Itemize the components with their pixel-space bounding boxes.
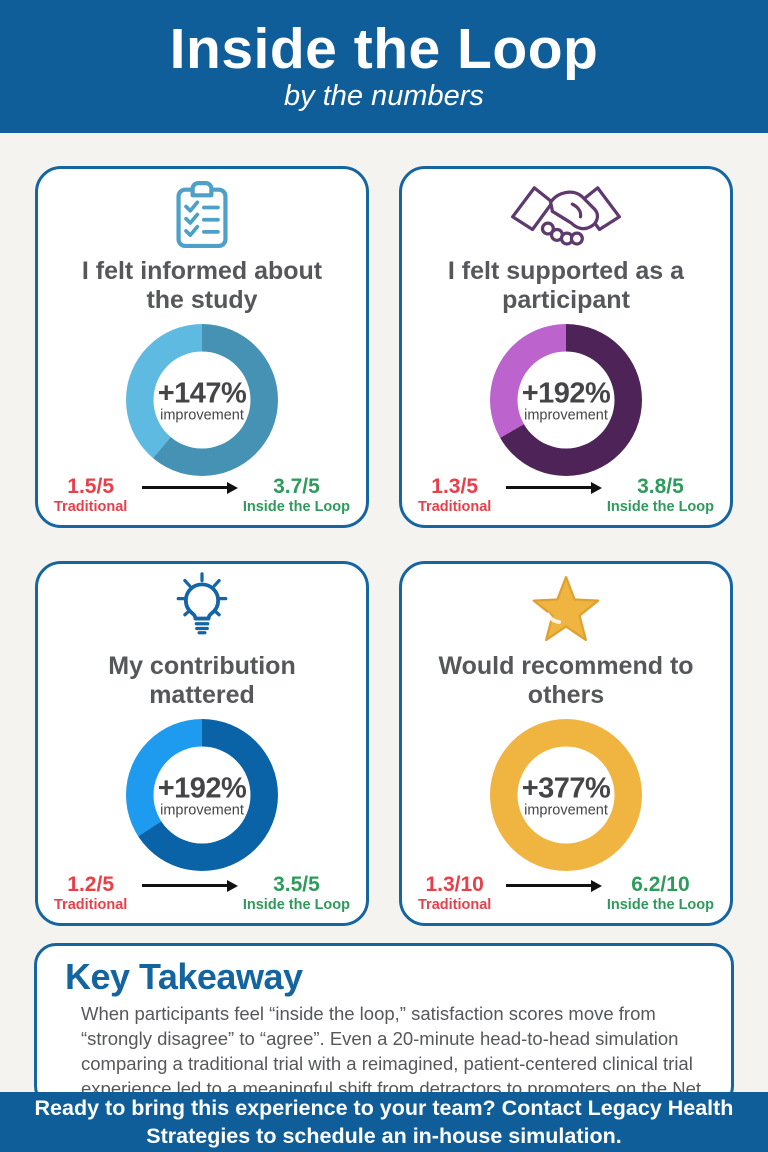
- score-comparison-row: 1.3/5 Traditional 3.8/5 Inside the Loop: [402, 475, 730, 515]
- lightbulb-icon: [171, 570, 233, 650]
- card-would-recommend: Would recommend to others +377% improvem…: [399, 561, 733, 926]
- inside-the-loop-score: 6.2/10 Inside the Loop: [606, 873, 714, 913]
- key-takeaway-heading: Key Takeaway: [65, 956, 303, 997]
- donut-chart-informed: +147% improvement: [126, 324, 278, 476]
- page-title: Inside the Loop: [169, 16, 599, 81]
- donut-center-label: +147% improvement: [153, 351, 251, 449]
- card-title: I felt informed about the study: [81, 257, 323, 314]
- improvement-percent: +192%: [521, 377, 611, 409]
- handshake-icon: [505, 175, 627, 255]
- inside-the-loop-score: 3.8/5 Inside the Loop: [606, 475, 714, 515]
- arrow-right-icon: [506, 482, 603, 493]
- traditional-score: 1.3/10 Traditional: [418, 873, 492, 913]
- inside-the-loop-score: 3.5/5 Inside the Loop: [242, 873, 350, 913]
- improvement-word: improvement: [160, 407, 244, 423]
- donut-chart-supported: +192% improvement: [490, 324, 642, 476]
- traditional-score: 1.2/5 Traditional: [54, 873, 128, 913]
- arrow-right-icon: [142, 880, 239, 891]
- footer-cta-text: Ready to bring this experience to your t…: [34, 1095, 734, 1148]
- improvement-word: improvement: [524, 802, 608, 818]
- key-takeaway-box: Key Takeaway When participants feel “ins…: [34, 943, 734, 1125]
- card-contribution-mattered: My contribution mattered +192% improveme…: [35, 561, 369, 926]
- star-icon: [528, 570, 604, 650]
- traditional-score: 1.3/5 Traditional: [418, 475, 492, 515]
- donut-center-label: +192% improvement: [517, 351, 615, 449]
- donut-center-label: +192% improvement: [153, 746, 251, 844]
- card-title: I felt supported as a participant: [447, 257, 685, 314]
- arrow-right-icon: [142, 482, 239, 493]
- inside-the-loop-score: 3.7/5 Inside the Loop: [242, 475, 350, 515]
- cards-row-2: My contribution mattered +192% improveme…: [0, 561, 768, 926]
- improvement-percent: +377%: [521, 772, 611, 804]
- card-title: My contribution mattered: [108, 652, 296, 709]
- header-banner: Inside the Loop by the numbers: [0, 0, 768, 133]
- donut-chart-recommend: +377% improvement: [490, 719, 642, 871]
- improvement-percent: +192%: [157, 772, 247, 804]
- cards-row-1: I felt informed about the study +147% im…: [0, 166, 768, 528]
- improvement-word: improvement: [160, 802, 244, 818]
- score-comparison-row: 1.3/10 Traditional 6.2/10 Inside the Loo…: [402, 873, 730, 913]
- traditional-score: 1.5/5 Traditional: [54, 475, 128, 515]
- donut-center-label: +377% improvement: [517, 746, 615, 844]
- arrow-right-icon: [506, 880, 603, 891]
- card-felt-supported: I felt supported as a participant +192% …: [399, 166, 733, 528]
- improvement-percent: +147%: [157, 377, 247, 409]
- card-felt-informed: I felt informed about the study +147% im…: [35, 166, 369, 528]
- clipboard-checklist-icon: [172, 175, 232, 255]
- page-subtitle: by the numbers: [284, 79, 484, 112]
- score-comparison-row: 1.5/5 Traditional 3.7/5 Inside the Loop: [38, 475, 366, 515]
- improvement-word: improvement: [524, 407, 608, 423]
- footer-banner: Ready to bring this experience to your t…: [0, 1092, 768, 1152]
- donut-chart-contribution: +192% improvement: [126, 719, 278, 871]
- card-title: Would recommend to others: [438, 652, 694, 709]
- score-comparison-row: 1.2/5 Traditional 3.5/5 Inside the Loop: [38, 873, 366, 913]
